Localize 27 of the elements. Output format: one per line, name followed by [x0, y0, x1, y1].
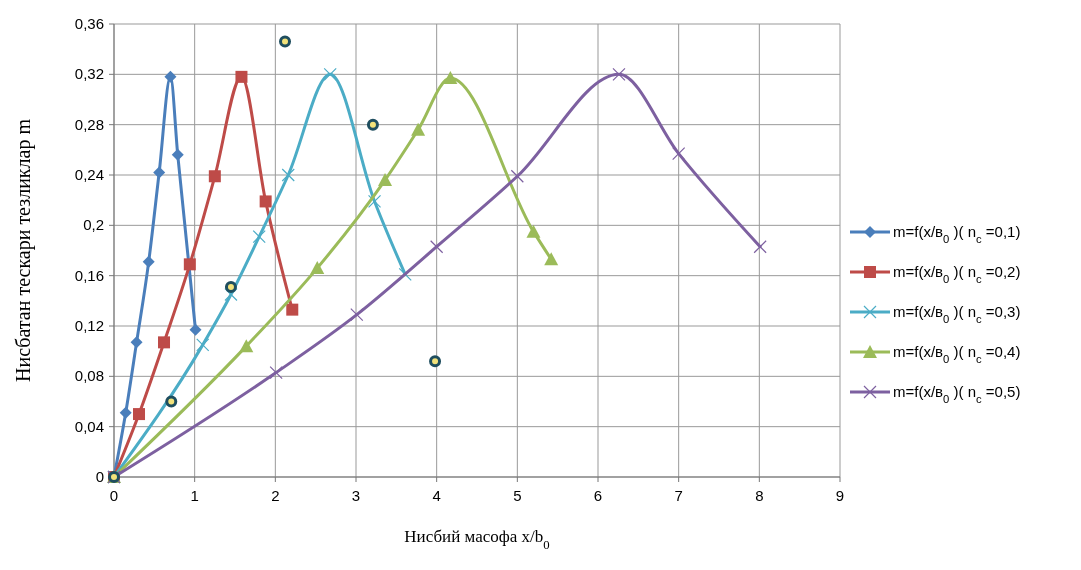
legend-label: m=f(x/в$_{0}$ )( n$_{c}$ =0,3) [893, 303, 1021, 325]
y-tick-label: 0,28 [74, 115, 104, 133]
x-axis-title: Нисбий масофа x/b$_{0}$ [404, 527, 550, 552]
y-tick-label: 0,16 [74, 266, 104, 284]
x-tick-label: 5 [513, 487, 522, 504]
y-tick-label: 0,32 [74, 65, 104, 83]
y-tick-label: 0,12 [74, 317, 104, 334]
y-tick-label: 0 [95, 468, 104, 485]
y-tick-label: 0,24 [74, 166, 104, 183]
x-tick-label: 8 [755, 487, 764, 504]
legend-label: m=f(x/в$_{0}$ )( n$_{c}$ =0,1) [893, 223, 1021, 245]
y-tick-label: 0,2 [83, 216, 104, 234]
y-tick-label: 0,08 [74, 367, 104, 385]
x-tick-label: 7 [674, 487, 683, 504]
y-tick-label: 0,36 [74, 15, 104, 32]
x-tick-label: 3 [351, 487, 361, 504]
legend-label: m=f(x/в$_{0}$ )( n$_{c}$ =0,2) [893, 263, 1021, 285]
legend-label: m=f(x/в$_{0}$ )( n$_{c}$ =0,5) [893, 383, 1021, 405]
x-tick-label: 2 [271, 487, 280, 504]
x-tick-label: 1 [190, 487, 199, 504]
x-tick-label: 0 [109, 487, 119, 504]
x-tick-label: 6 [593, 487, 603, 504]
x-tick-label: 4 [432, 487, 441, 504]
y-axis-title: Нисбатан тескари тезликлар m [12, 118, 35, 382]
x-tick-label: 9 [835, 487, 845, 504]
legend-label: m=f(x/в$_{0}$ )( n$_{c}$ =0,4) [893, 343, 1021, 365]
y-tick-label: 0,04 [74, 417, 104, 435]
